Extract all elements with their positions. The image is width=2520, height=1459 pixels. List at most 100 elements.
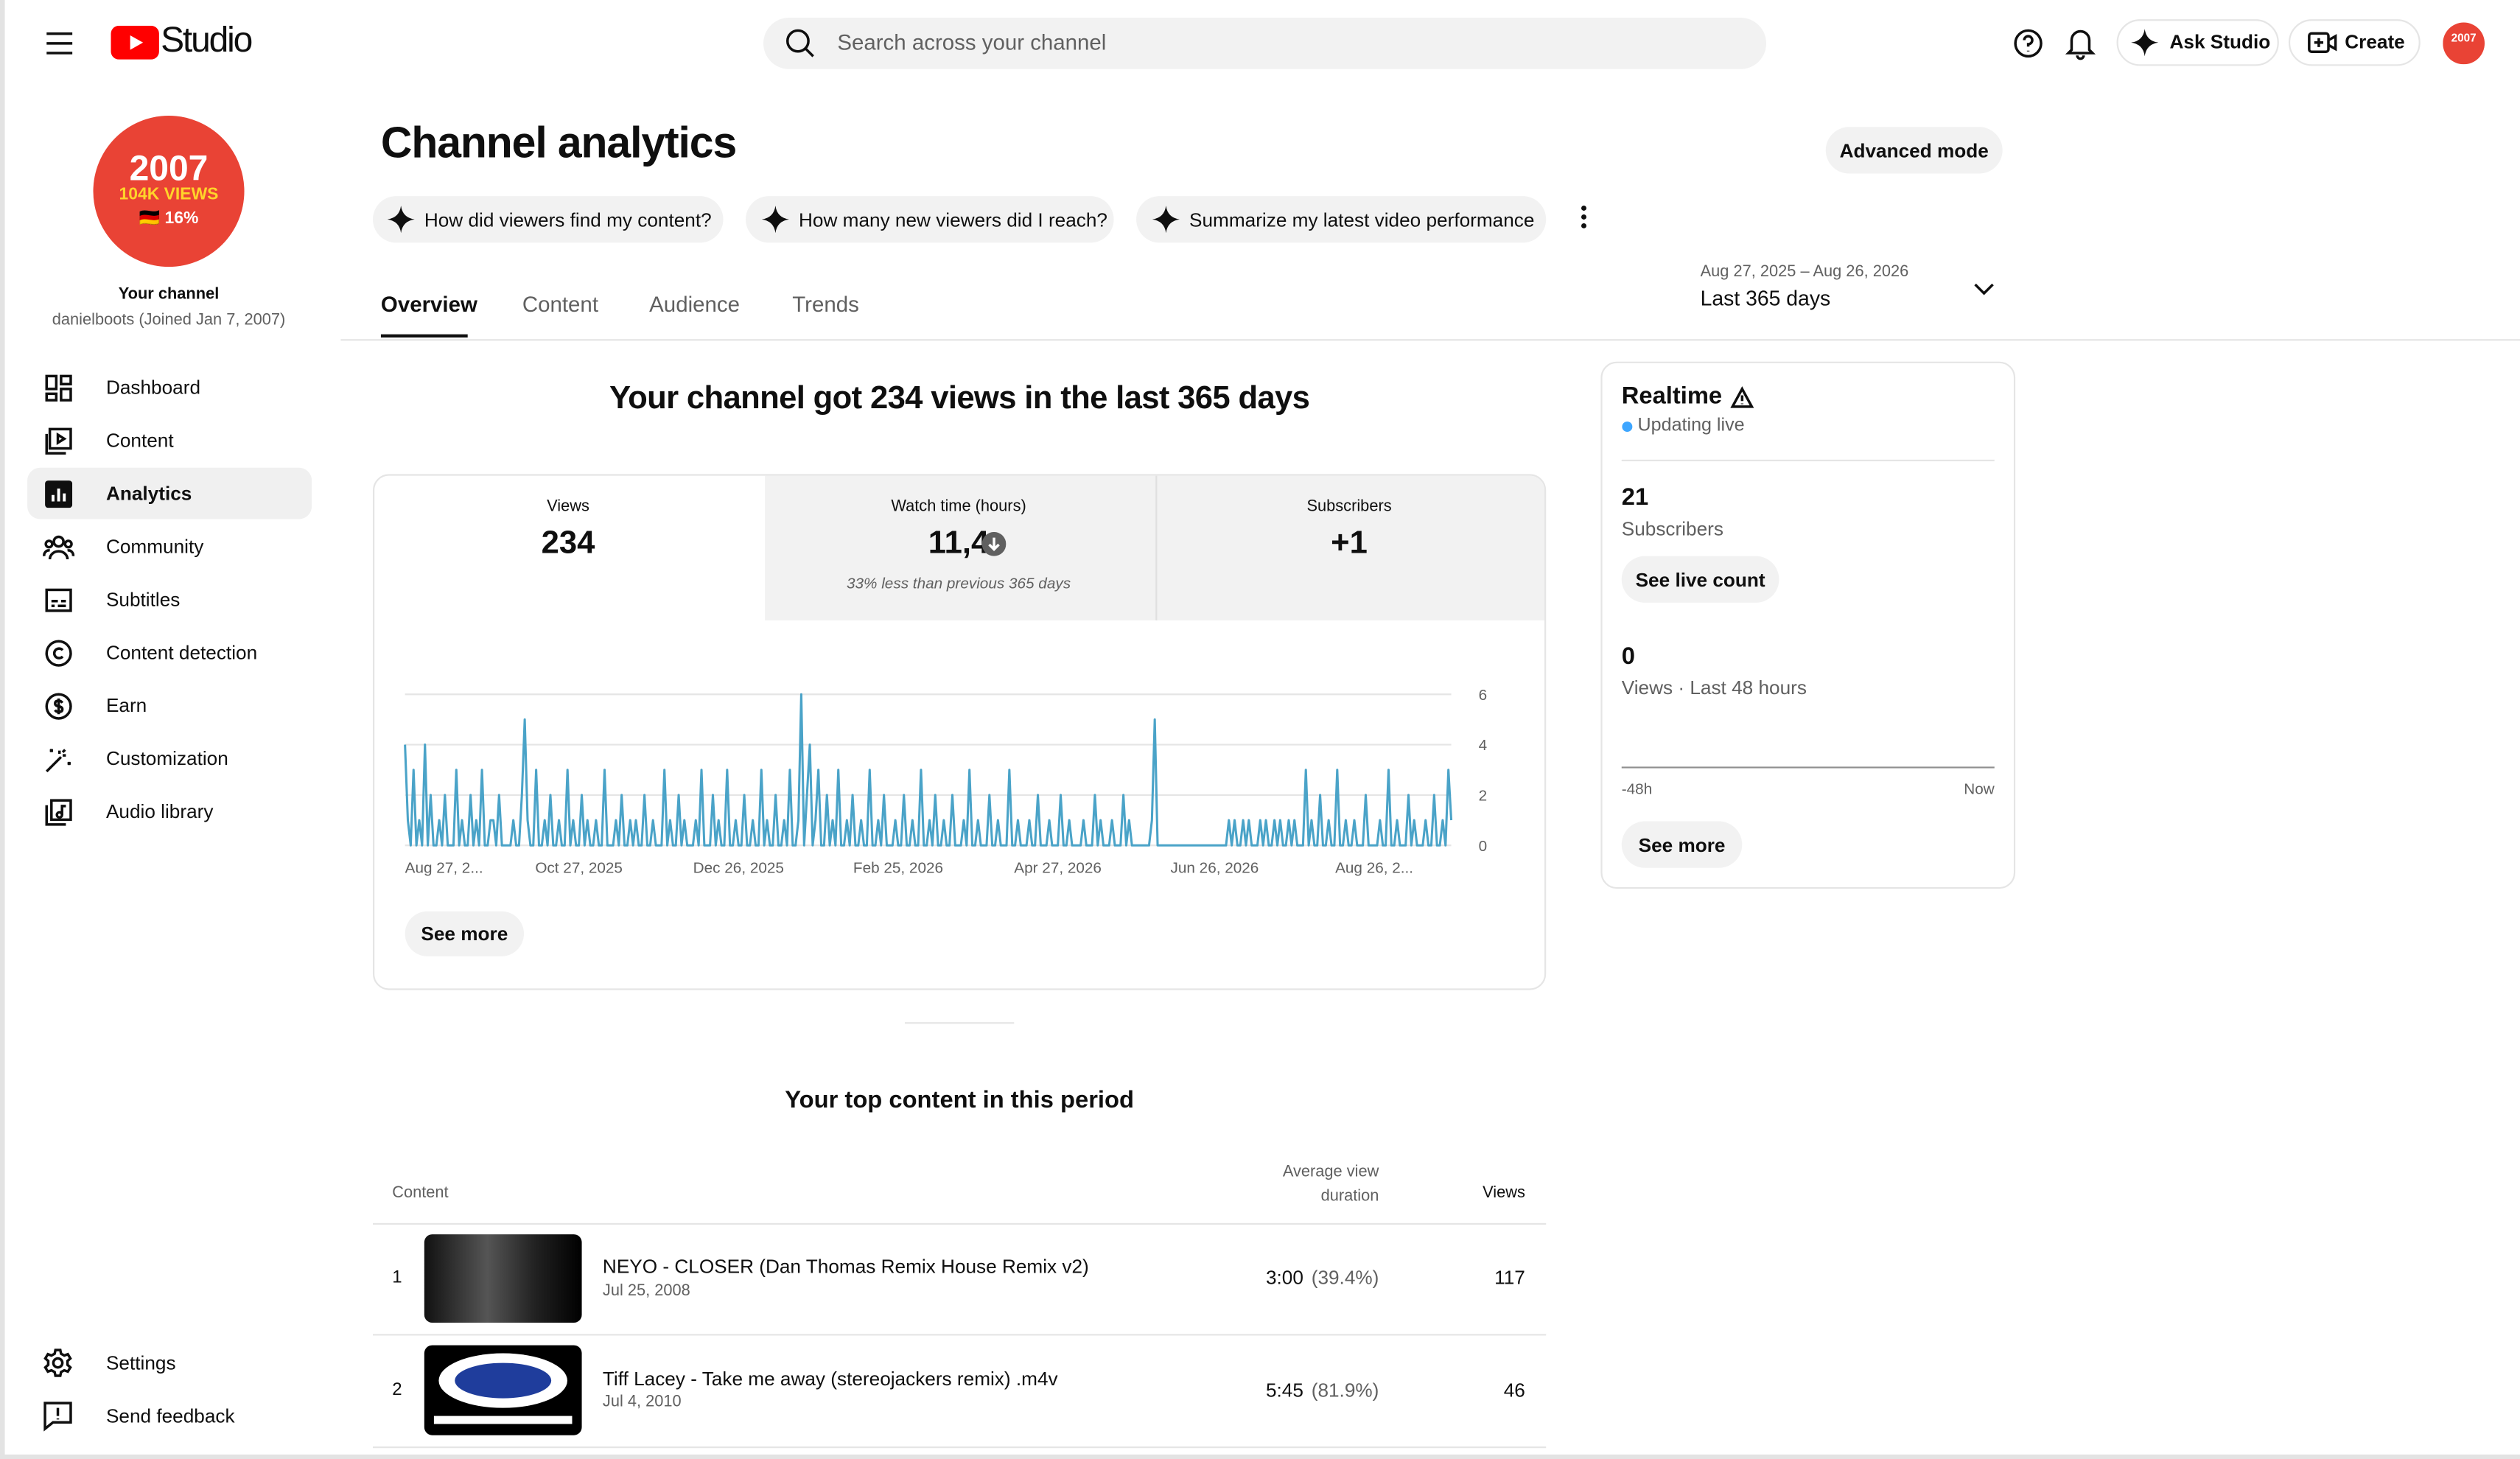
avg-percent: (39.4%) bbox=[1311, 1266, 1379, 1290]
analytics-icon bbox=[45, 480, 73, 508]
metric-divider bbox=[1155, 475, 1158, 620]
create-label[interactable]: Create bbox=[2345, 30, 2405, 53]
sparkle-icon bbox=[761, 206, 789, 234]
period[interactable]: Last 365 days bbox=[1700, 286, 1831, 310]
account-avatar[interactable]: 2007 bbox=[2443, 22, 2485, 65]
metric-label[interactable]: Watch time (hours) bbox=[891, 498, 1026, 517]
realtime-card bbox=[1600, 361, 2016, 889]
separator bbox=[904, 1022, 1015, 1024]
thumbnail-art bbox=[433, 1353, 573, 1424]
svg-text:2007: 2007 bbox=[2451, 32, 2477, 45]
video-thumbnail[interactable] bbox=[424, 1234, 582, 1323]
video-title[interactable]: Tiff Lacey - Take me away (stereojackers… bbox=[602, 1368, 1058, 1390]
metric-label[interactable]: Subscribers bbox=[1306, 498, 1392, 517]
nav-item[interactable]: Subtitles bbox=[105, 588, 181, 611]
nav-item[interactable]: Settings bbox=[105, 1351, 176, 1374]
tab[interactable]: Audience bbox=[649, 292, 740, 317]
prompt-chip[interactable]: How many new viewers did I reach? bbox=[746, 196, 1114, 243]
sparkle-icon bbox=[387, 206, 415, 234]
prompt-chip[interactable]: How did viewers find my content? bbox=[373, 196, 724, 243]
channel-avatar[interactable] bbox=[93, 116, 245, 267]
see-more-button[interactable]: See more bbox=[405, 911, 525, 956]
channel-sub: danielboots (Joined Jan 7, 2007) bbox=[52, 312, 286, 330]
realtime-baseline bbox=[1621, 766, 1995, 769]
customization-icon bbox=[46, 749, 71, 773]
date-range[interactable]: Aug 27, 2025 – Aug 26, 2026 bbox=[1700, 263, 1909, 281]
metric-tabs-bg bbox=[765, 475, 1545, 620]
tab-underline bbox=[380, 334, 468, 338]
sparkle-icon bbox=[2131, 29, 2159, 57]
x-tick-label: Jun 26, 2026 bbox=[1171, 859, 1259, 876]
tab-active[interactable]: Overview bbox=[380, 292, 477, 317]
create-button[interactable] bbox=[2288, 19, 2421, 66]
content-detection-icon bbox=[45, 640, 72, 667]
channel-label: Your channel bbox=[118, 286, 220, 304]
nav-item[interactable]: Dashboard bbox=[105, 376, 201, 399]
search-placeholder[interactable]: Search across your channel bbox=[837, 30, 1107, 55]
settings-icon bbox=[43, 1348, 72, 1377]
dropdown-icon[interactable] bbox=[1973, 283, 1994, 295]
metric-value[interactable]: 234 bbox=[541, 525, 595, 561]
views-label: Views · Last 48 hours bbox=[1621, 676, 1807, 699]
overview-card bbox=[373, 474, 1547, 990]
tab[interactable]: Content bbox=[522, 292, 599, 317]
realtime-status: Updating live bbox=[1637, 416, 1745, 436]
x-tick-label: Oct 27, 2025 bbox=[535, 859, 623, 876]
x-tick-label: Aug 27, 2... bbox=[405, 859, 483, 876]
nav-item-active[interactable]: Analytics bbox=[105, 482, 192, 505]
column-header: Average view duration bbox=[1282, 1164, 1379, 1206]
nav-item[interactable]: Send feedback bbox=[105, 1404, 235, 1427]
axis-end: Now bbox=[1964, 781, 1995, 800]
avatar-views: 104K VIEWS bbox=[119, 184, 219, 205]
ask-studio-button[interactable] bbox=[2116, 19, 2279, 66]
row-divider bbox=[373, 1334, 1547, 1336]
column-header: Content bbox=[392, 1184, 449, 1203]
metric-label[interactable]: Views bbox=[547, 498, 589, 517]
see-more-button[interactable]: See more bbox=[1621, 821, 1743, 868]
video-date: Jul 25, 2008 bbox=[602, 1282, 690, 1301]
nav-item[interactable]: Earn bbox=[105, 694, 147, 717]
nav-item[interactable]: Content bbox=[105, 429, 174, 452]
x-tick-label: Feb 25, 2026 bbox=[853, 859, 943, 876]
search-icon bbox=[786, 29, 814, 57]
avg-duration: 3:00 bbox=[1265, 1266, 1303, 1290]
avg-percent: (81.9%) bbox=[1311, 1379, 1379, 1402]
more-icon[interactable] bbox=[1580, 204, 1588, 230]
notifications-icon[interactable] bbox=[2065, 27, 2096, 60]
help-icon[interactable] bbox=[2014, 29, 2043, 58]
rank: 1 bbox=[392, 1267, 402, 1288]
tab[interactable]: Trends bbox=[792, 292, 859, 317]
nav-item[interactable]: Community bbox=[105, 535, 204, 558]
create-icon bbox=[2308, 32, 2337, 53]
earn-icon bbox=[45, 693, 72, 720]
avatar-stat: 🇩🇪 16% bbox=[139, 209, 199, 228]
logo-text[interactable]: Studio bbox=[161, 19, 253, 60]
menu-icon[interactable] bbox=[46, 32, 73, 55]
nav-item[interactable]: Audio library bbox=[105, 800, 214, 823]
prompt-chip[interactable]: Summarize my latest video performance bbox=[1136, 196, 1547, 243]
x-tick-label: Aug 26, 2... bbox=[1335, 859, 1413, 876]
metric-value[interactable]: +1 bbox=[1331, 525, 1368, 561]
nav-item[interactable]: Customization bbox=[105, 747, 228, 770]
realtime-title: Realtime bbox=[1621, 382, 1723, 410]
y-tick-label: 4 bbox=[1479, 737, 1488, 754]
avg-duration: 5:45 bbox=[1265, 1379, 1303, 1402]
nav-active-bg bbox=[27, 467, 312, 519]
y-tick-label: 0 bbox=[1479, 838, 1488, 855]
row-divider bbox=[373, 1446, 1547, 1449]
ask-studio-label[interactable]: Ask Studio bbox=[2169, 30, 2271, 53]
video-date: Jul 4, 2010 bbox=[602, 1393, 682, 1412]
x-tick-label: Dec 26, 2025 bbox=[693, 859, 784, 876]
advanced-mode-button[interactable]: Advanced mode bbox=[1825, 127, 2003, 174]
metric-value[interactable]: 11,4 bbox=[928, 525, 990, 561]
nav-item[interactable]: Content detection bbox=[105, 641, 258, 664]
rank: 2 bbox=[392, 1380, 402, 1400]
video-title[interactable]: NEYO - CLOSER (Dan Thomas Remix House Re… bbox=[602, 1255, 1089, 1278]
logo-icon[interactable] bbox=[111, 25, 159, 60]
search-bar[interactable] bbox=[763, 17, 1767, 69]
see-live-count-button[interactable]: See live count bbox=[1621, 556, 1779, 603]
subscriber-label: Subscribers bbox=[1621, 517, 1723, 540]
warning-icon[interactable] bbox=[1730, 386, 1754, 408]
views: 117 bbox=[1494, 1266, 1525, 1290]
